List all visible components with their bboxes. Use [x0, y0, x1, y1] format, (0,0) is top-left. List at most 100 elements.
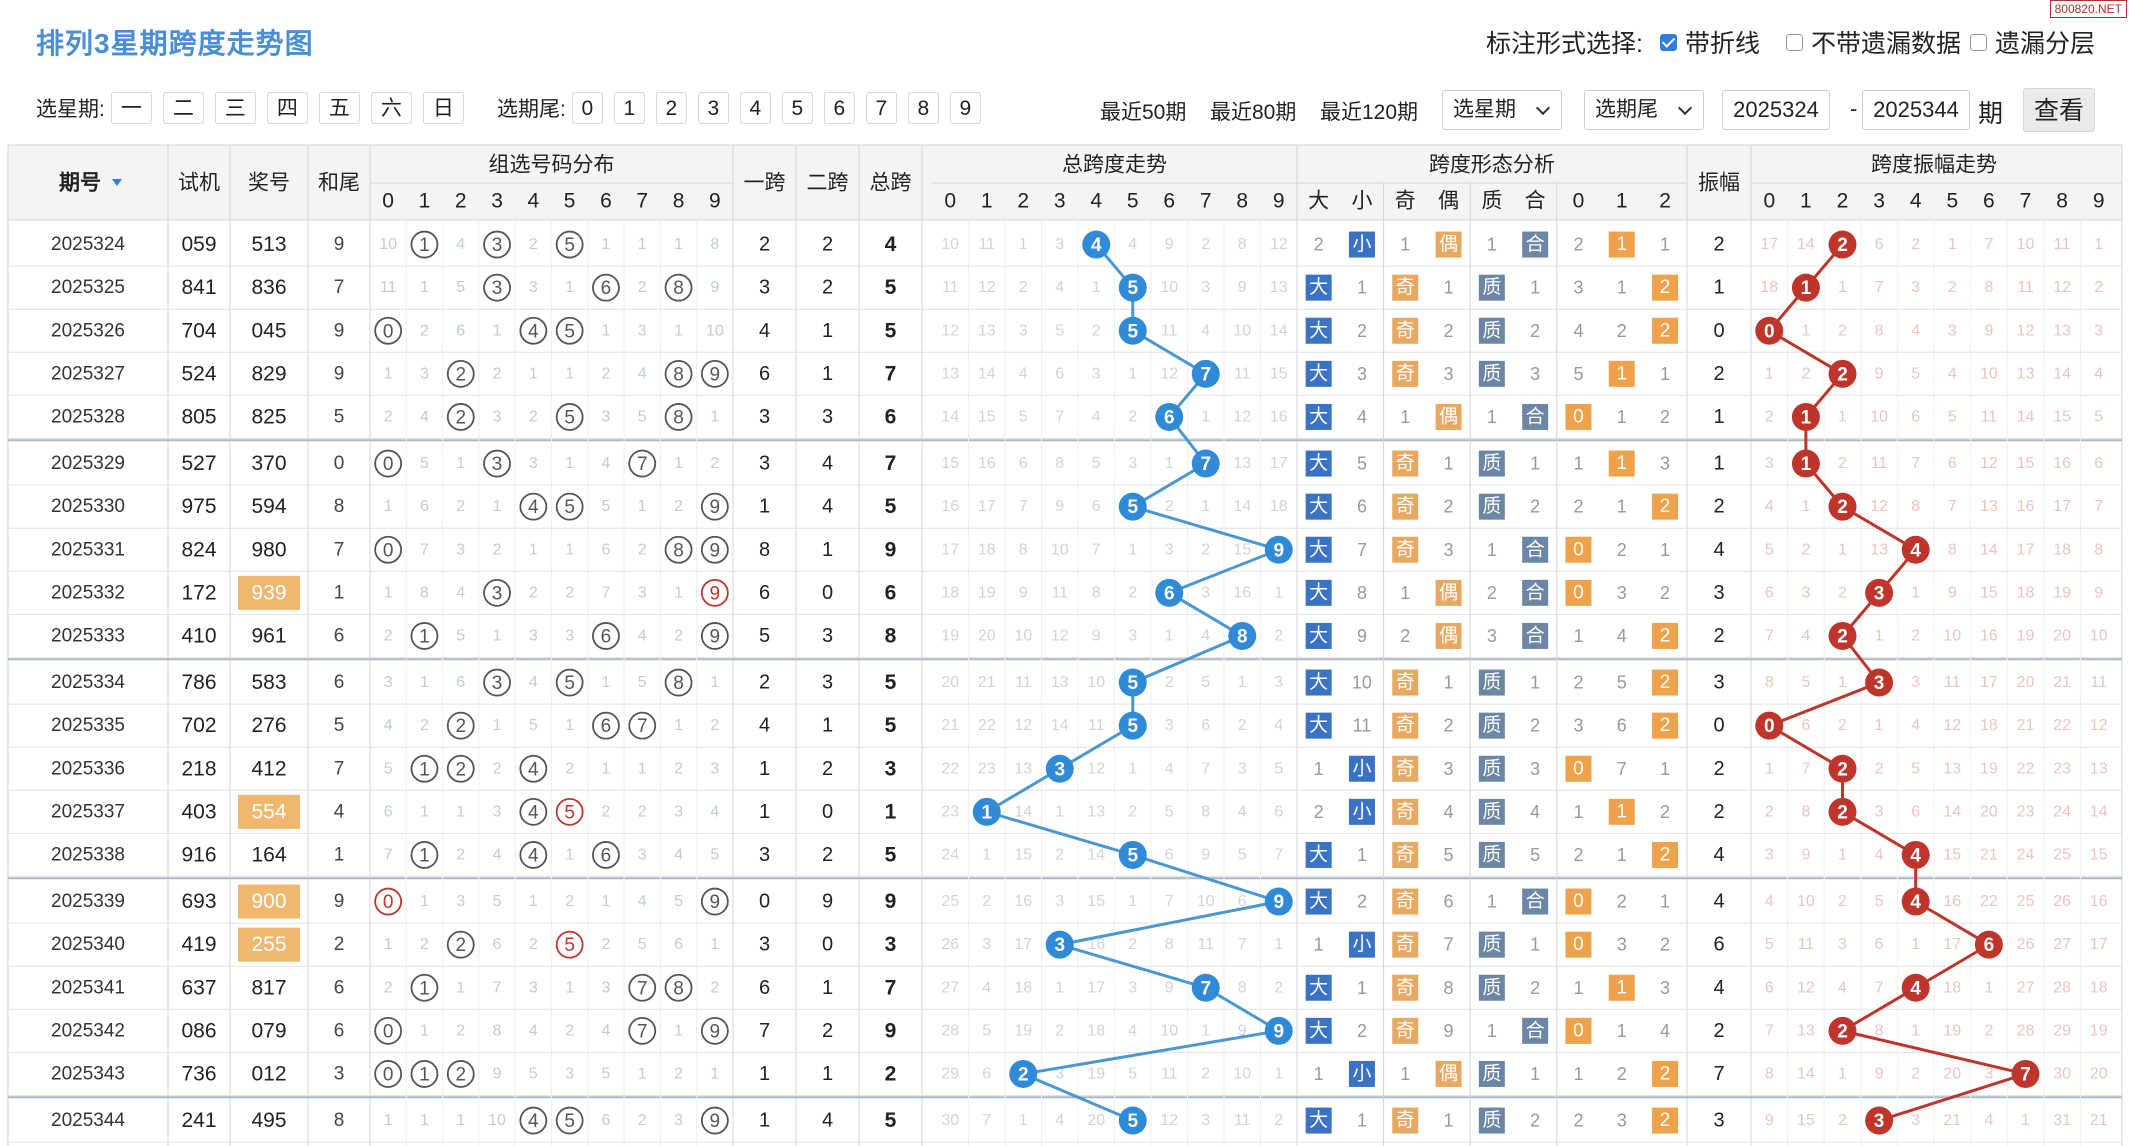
span-point-label: 7	[1200, 364, 1211, 385]
span2-cell: 4	[822, 1110, 833, 1132]
shape-hit-label: 奇	[1396, 362, 1415, 384]
span-miss-value: 19	[1014, 1022, 1032, 1039]
tail-btn-4[interactable]: 4	[739, 92, 771, 124]
amp-miss-value: 8	[1948, 541, 1957, 558]
period-from-input[interactable]: 2025324	[1722, 90, 1830, 130]
group-miss-value: 3	[674, 1112, 683, 1129]
amp-cell: 4	[1713, 844, 1724, 866]
span-point	[1118, 711, 1147, 740]
span-miss-value: 6	[982, 1065, 991, 1082]
shape-hit-label: 质	[1482, 976, 1501, 998]
shape-hit-box	[1305, 712, 1332, 739]
table-row: 2025328 805 825 5 2 4 2 3 2 5 3 5 8 1 3 3 6 14 15 5 7 4 2 1 12 16…	[51, 403, 2103, 431]
amp-miss-value: 18	[2017, 584, 2035, 601]
week-btn-2[interactable]: 三	[214, 92, 256, 124]
span-miss-value: 4	[1019, 365, 1028, 382]
option-with-lines[interactable]: 带折线	[1660, 24, 1760, 60]
span-miss-value: 3	[1274, 674, 1283, 691]
span-miss-value: 5	[1128, 1065, 1137, 1082]
amp-miss-value: 7	[1765, 1022, 1774, 1039]
span2-cell: 1	[822, 715, 833, 737]
group-hit-marker	[519, 797, 548, 826]
header-digit: 5	[564, 190, 576, 213]
tail-btn-9[interactable]: 9	[949, 92, 981, 124]
checkbox-icon[interactable]	[1660, 33, 1677, 51]
shape-hit-box	[1392, 888, 1419, 915]
checkbox-icon[interactable]	[1786, 33, 1803, 51]
shape-miss-value: 3	[1573, 716, 1583, 736]
tail-select[interactable]: 选期尾	[1584, 90, 1704, 130]
week-btn-4[interactable]: 五	[318, 92, 360, 124]
span-point-label: 3	[1054, 759, 1065, 780]
group-hit-digit: 2	[455, 364, 466, 385]
span-point	[1118, 492, 1147, 521]
tail-btn-1[interactable]: 1	[613, 92, 645, 124]
range-80[interactable]: 最近80期	[1210, 101, 1297, 124]
span1-cell: 3	[759, 844, 770, 866]
amp-miss-value: 20	[1980, 803, 1998, 820]
tail-btn-7[interactable]: 7	[865, 92, 897, 124]
tail-btn-5[interactable]: 5	[781, 92, 813, 124]
checkbox-icon[interactable]	[1970, 33, 1987, 51]
group-miss-value: 1	[601, 674, 610, 691]
group-miss-value: 1	[384, 1112, 393, 1129]
group-hit-digit: 4	[528, 845, 539, 866]
week-btn-3[interactable]: 四	[266, 92, 308, 124]
group-miss-value: 5	[674, 893, 683, 910]
amp-point-label: 2	[1837, 235, 1848, 256]
group-miss-value: 4	[638, 627, 647, 644]
header-amp: 振幅	[1698, 172, 1740, 195]
shape-hit-label: 1	[1616, 977, 1627, 998]
range-50[interactable]: 最近50期	[1100, 101, 1187, 124]
group-hit-marker	[483, 578, 511, 607]
group-hit-digit: 5	[564, 497, 575, 518]
week-btn-1[interactable]: 二	[162, 92, 204, 124]
span1-cell: 3	[759, 406, 770, 428]
option-miss-layer[interactable]: 遗漏分层	[1970, 24, 2095, 60]
group-miss-value: 2	[493, 760, 502, 777]
shape-hit-box	[1478, 755, 1505, 782]
tail-btn-8[interactable]: 8	[907, 92, 939, 124]
week-btn-5[interactable]: 六	[370, 92, 412, 124]
group-miss-value: 8	[493, 1022, 502, 1039]
tail-btn-3[interactable]: 3	[697, 92, 729, 124]
shape-miss-value: 1	[1314, 935, 1324, 955]
week-select[interactable]: 选星期	[1442, 90, 1562, 130]
group-hit-marker	[628, 973, 657, 1002]
span-miss-value: 4	[982, 979, 991, 996]
group-miss-value: 1	[420, 1022, 429, 1039]
amp-miss-value: 31	[2053, 1112, 2071, 1129]
span-miss-value: 14	[978, 365, 996, 382]
amp-miss-value: 23	[2017, 803, 2035, 820]
span-miss-value: 2	[982, 893, 991, 910]
group-hit-digit: 8	[673, 978, 684, 999]
amp-miss-value: 3	[1801, 584, 1810, 601]
week-btn-0[interactable]: 一	[110, 92, 152, 124]
trial-cell: 824	[181, 538, 216, 561]
total-span-cell: 3	[885, 757, 897, 780]
shape-miss-value: 1	[1573, 978, 1583, 998]
span-miss-value: 11	[1234, 1112, 1251, 1129]
period-cell: 2025344	[51, 1110, 125, 1131]
tail-btn-6[interactable]: 6	[823, 92, 855, 124]
shape-hit-label: 奇	[1396, 1019, 1415, 1041]
option-no-miss[interactable]: 不带遗漏数据	[1786, 24, 1961, 60]
trial-cell: 702	[181, 714, 216, 737]
shape-miss-value: 1	[1357, 845, 1367, 865]
period-to-input[interactable]: 2025344	[1862, 90, 1970, 130]
span-point-label: 5	[1127, 321, 1138, 342]
prize-highlight	[238, 794, 300, 829]
range-120[interactable]: 最近120期	[1320, 101, 1419, 124]
tail-btn-2[interactable]: 2	[655, 92, 687, 124]
shape-miss-value: 3	[1357, 364, 1367, 384]
shape-miss-value: 2	[1617, 321, 1627, 341]
span-miss-value: 1	[1201, 1022, 1210, 1039]
query-button[interactable]: 查看	[2023, 88, 2095, 132]
group-hit-digit: 7	[637, 454, 648, 475]
period-cell: 2025329	[51, 453, 125, 474]
shape-miss-value: 2	[1660, 935, 1670, 955]
shape-hit-label: 1	[1616, 234, 1627, 255]
prize-cell: 554	[251, 800, 286, 823]
week-btn-6[interactable]: 日	[422, 92, 464, 124]
tail-btn-0[interactable]: 0	[571, 92, 603, 124]
